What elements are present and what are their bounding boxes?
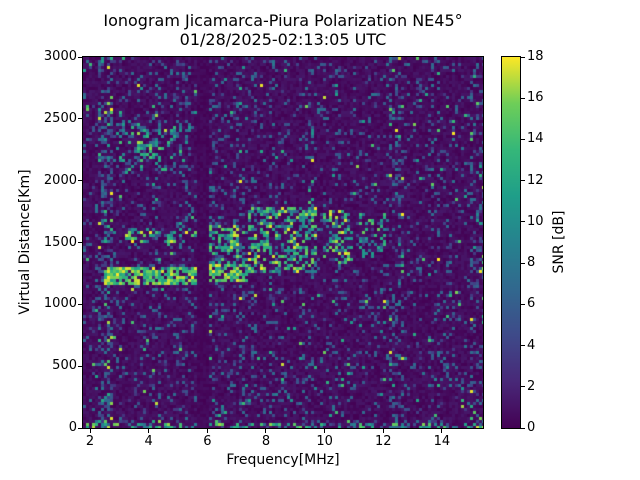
chart-title-block: Ionogram Jicamarca-Piura Polarization NE… bbox=[83, 11, 483, 49]
x-tick-label: 10 bbox=[316, 434, 333, 449]
x-tick-label: 6 bbox=[203, 434, 212, 449]
colorbar-tick-mark bbox=[521, 386, 525, 388]
colorbar bbox=[501, 56, 521, 429]
x-tick-label: 8 bbox=[261, 434, 271, 449]
x-axis-label: Frequency[MHz] bbox=[226, 452, 340, 468]
x-tick-label: 4 bbox=[144, 434, 153, 449]
colorbar-tick-mark bbox=[521, 262, 525, 264]
ionogram-heatmap bbox=[83, 57, 483, 428]
colorbar-tick-label: 14 bbox=[527, 131, 544, 147]
y-axis-label: Virtual Distance[Km] bbox=[17, 169, 33, 315]
y-tick-label: 0 bbox=[68, 420, 77, 435]
colorbar-tick-mark bbox=[521, 427, 525, 429]
y-tick-mark bbox=[78, 118, 82, 120]
y-tick-label: 3000 bbox=[43, 49, 77, 64]
y-tick-mark bbox=[78, 56, 82, 58]
colorbar-tick-mark bbox=[521, 97, 525, 99]
x-tick-mark bbox=[206, 429, 208, 433]
y-tick-label: 1500 bbox=[43, 234, 77, 250]
colorbar-tick-label: 8 bbox=[527, 255, 536, 271]
y-tick-label: 500 bbox=[52, 358, 77, 374]
colorbar-tick-mark bbox=[521, 345, 525, 347]
y-tick-mark bbox=[78, 180, 82, 182]
y-tick-mark bbox=[78, 427, 82, 429]
y-tick-mark bbox=[78, 303, 82, 305]
plot-area bbox=[82, 56, 484, 429]
colorbar-tick-label: 12 bbox=[527, 172, 544, 188]
colorbar-tick-label: 18 bbox=[527, 49, 544, 64]
chart-subtitle: 01/28/2025-02:13:05 UTC bbox=[179, 30, 387, 49]
colorbar-tick-label: 4 bbox=[527, 337, 536, 353]
colorbar-tick-mark bbox=[521, 138, 525, 140]
colorbar-tick-label: 6 bbox=[527, 296, 536, 312]
colorbar-tick-mark bbox=[521, 221, 525, 223]
colorbar-tick-label: 10 bbox=[527, 213, 544, 229]
colorbar-tick-label: 0 bbox=[527, 420, 536, 435]
y-tick-label: 2500 bbox=[43, 110, 77, 126]
x-tick-mark bbox=[148, 429, 150, 433]
chart-title: Ionogram Jicamarca-Piura Polarization NE… bbox=[103, 11, 463, 30]
colorbar-tick-mark bbox=[521, 56, 525, 58]
y-tick-label: 2000 bbox=[43, 172, 77, 188]
y-tick-mark bbox=[78, 365, 82, 367]
x-tick-mark bbox=[441, 429, 443, 433]
x-tick-label: 2 bbox=[85, 434, 95, 449]
x-tick-mark bbox=[382, 429, 384, 433]
colorbar-tick-mark bbox=[521, 180, 525, 182]
x-tick-mark bbox=[324, 429, 326, 433]
colorbar-tick-label: 2 bbox=[527, 378, 536, 394]
x-tick-label: 12 bbox=[375, 434, 392, 449]
colorbar-gradient bbox=[502, 57, 520, 428]
colorbar-tick-mark bbox=[521, 303, 525, 305]
x-tick-mark bbox=[89, 429, 91, 433]
colorbar-tick-label: 16 bbox=[527, 90, 544, 106]
y-tick-label: 1000 bbox=[43, 296, 77, 312]
x-tick-label: 14 bbox=[433, 434, 451, 449]
y-tick-mark bbox=[78, 242, 82, 243]
x-tick-mark bbox=[265, 429, 267, 433]
